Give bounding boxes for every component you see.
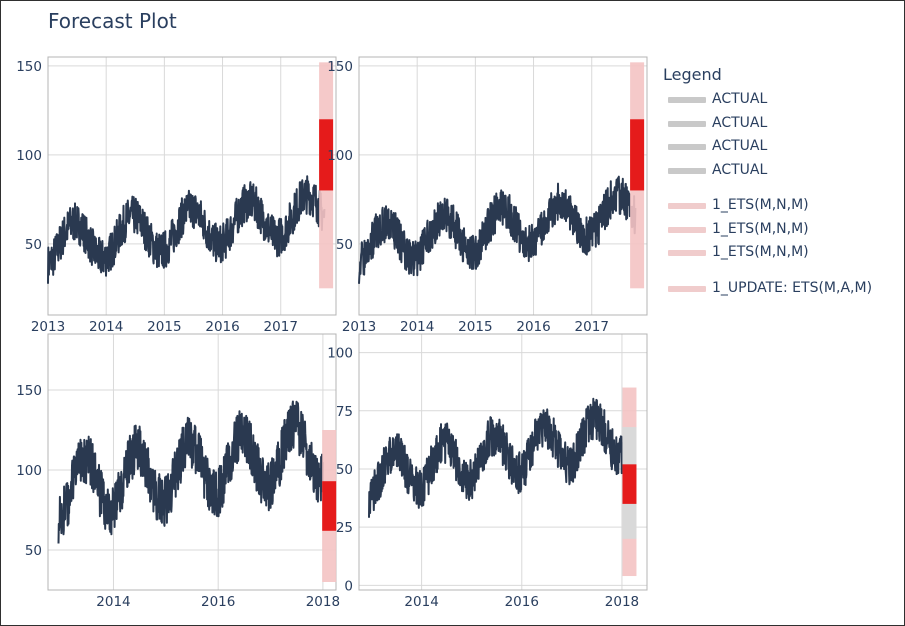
actual-series-line [57,400,324,544]
legend-label: 1_ETS(M,N,M) [712,197,809,213]
legend-item[interactable]: 1_ETS(M,N,M) [663,242,903,266]
x-tick-label: 2017 [264,319,298,335]
y-tick-label: 100 [327,346,353,362]
legend-swatch [668,226,706,233]
x-tick-label: 2013 [342,319,376,335]
legend-label: 1_ETS(M,N,M) [712,220,809,237]
y-tick-label: 100 [327,148,353,164]
plot-area [358,333,648,591]
x-tick-label: 2015 [147,319,181,335]
y-tick-label: 50 [336,237,353,253]
y-tick-label: 50 [336,462,353,478]
x-tick-label: 2017 [575,319,609,335]
legend-item[interactable]: 1_UPDATE: ETS(M,A,M) [663,278,903,302]
legend-swatch [668,144,706,150]
legend: Legend ACTUAL ACTUAL ACTUAL ACTUAL 1_ETS(M,N… [663,65,903,301]
x-tick-label: 2016 [505,594,539,610]
y-tick-label: 150 [16,383,42,399]
legend-label: 1_UPDATE: ETS(M,A,M) [712,279,873,296]
forecast-core-bar [322,481,337,531]
x-tick-label: 2018 [605,594,639,610]
subplot-bottom-left: 2014 2016 2018 50 100 150 [16,333,340,610]
y-tick-label: 50 [25,543,42,559]
x-tick-label: 2014 [400,319,434,335]
legend-label: ACTUAL [712,138,768,154]
x-tick-label: 2013 [31,319,65,335]
x-tick-label: 2014 [89,319,123,335]
actual-series-line [47,175,326,284]
legend-swatch [668,203,706,209]
legend-label: 1_ETS(M,N,M) [712,244,809,260]
legend-swatch [668,120,706,127]
subplot-top-right: 2013 2014 2015 2016 2017 50 100 150 [327,56,648,335]
x-tick-label: 2014 [96,594,130,610]
page-title: Forecast Plot [48,9,177,33]
legend-item[interactable]: ACTUAL [663,113,903,137]
y-tick-label: 75 [336,404,353,420]
actual-series-line [358,175,637,284]
y-tick-label: 100 [16,463,42,479]
legend-swatch [668,167,706,174]
forecast-core-bar [319,119,334,191]
forecast-core-bar [630,119,645,191]
x-tick-label: 2014 [404,594,438,610]
legend-swatch [668,285,706,292]
legend-item[interactable]: ACTUAL [663,136,903,160]
x-tick-label: 2016 [201,594,235,610]
actual-series-line [368,397,623,518]
y-tick-label: 50 [25,237,42,253]
legend-label: ACTUAL [712,161,768,178]
x-tick-label: 2016 [205,319,239,335]
y-tick-label: 25 [336,520,353,536]
x-tick-label: 2018 [306,594,340,610]
legend-item[interactable]: 1_ETS(M,N,M) [663,195,903,219]
legend-group-gap [663,183,903,195]
legend-group-gap [663,266,903,278]
plot-area [358,56,648,316]
legend-swatch [668,250,706,256]
legend-item[interactable]: ACTUAL [663,89,903,113]
legend-item[interactable]: 1_ETS(M,N,M) [663,219,903,243]
y-tick-label: 150 [327,59,353,75]
legend-label: ACTUAL [712,114,768,131]
y-tick-label: 150 [16,59,42,75]
subplot-top-left: 2013 2014 2015 2016 2017 50 100 150 [16,56,337,335]
x-tick-label: 2015 [458,319,492,335]
x-tick-label: 2016 [516,319,550,335]
legend-title: Legend [663,65,722,84]
plot-area [47,56,337,316]
subplot-bottom-right: 2014 2016 2018 0 25 50 75 100 [327,333,648,610]
y-tick-label: 0 [344,578,353,594]
legend-label: ACTUAL [712,91,768,107]
legend-item[interactable]: ACTUAL [663,160,903,184]
forecast-core-bar [622,464,637,504]
y-tick-label: 100 [16,148,42,164]
legend-swatch [668,97,706,103]
